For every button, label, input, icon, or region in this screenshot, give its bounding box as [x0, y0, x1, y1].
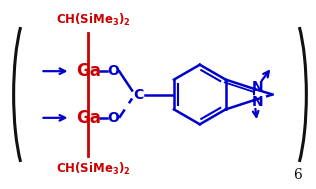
Text: $\mathbf{CH(SiMe_3)_2}$: $\mathbf{CH(SiMe_3)_2}$: [56, 12, 131, 28]
Text: C: C: [133, 88, 143, 101]
Text: 6: 6: [293, 168, 302, 182]
Text: O: O: [107, 111, 119, 125]
Text: Ga: Ga: [76, 62, 101, 80]
Text: $\mathbf{CH(SiMe_3)_2}$: $\mathbf{CH(SiMe_3)_2}$: [56, 161, 131, 177]
Text: O: O: [107, 64, 119, 78]
Text: N: N: [252, 80, 264, 94]
Text: Ga: Ga: [76, 109, 101, 127]
Text: N: N: [252, 95, 264, 109]
